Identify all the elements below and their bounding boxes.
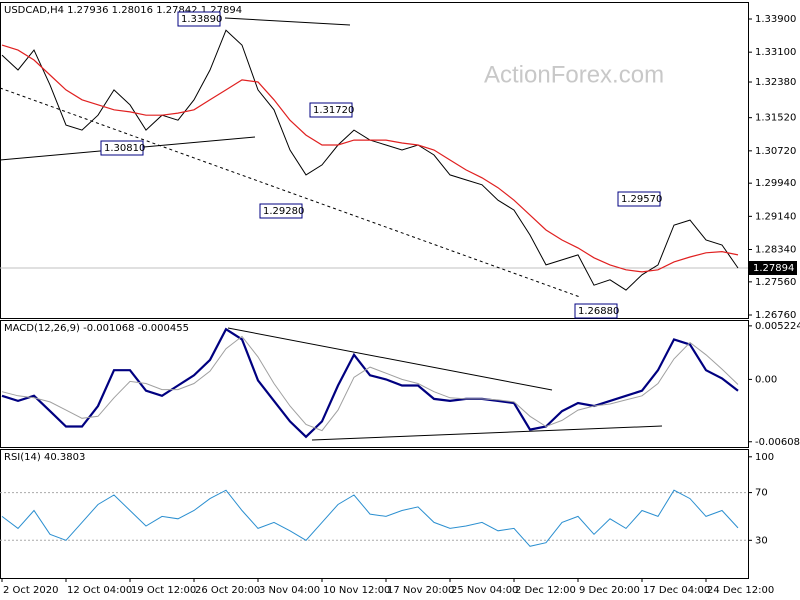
annotation: 1.29280 <box>263 206 304 217</box>
watermark: ActionForex.com <box>484 61 664 88</box>
annotation-box <box>177 11 221 27</box>
current-price-label: 1.27894 <box>753 263 794 274</box>
y-tick-label: -0.006088 <box>755 437 800 448</box>
x-tick-label: 25 Nov 04:00 <box>451 585 518 596</box>
y-tick-label: 1.31520 <box>755 113 796 124</box>
trend-line <box>224 17 351 26</box>
y-tick-label: 70 <box>755 488 768 499</box>
y-tick-label: 100 <box>755 452 774 463</box>
annotation-box <box>259 203 303 219</box>
annotation-box <box>574 303 618 319</box>
panel-title: RSI(14) 40.3803 <box>4 452 85 463</box>
x-tick-label: 12 Oct 04:00 <box>67 585 132 596</box>
panel-frame <box>0 449 749 579</box>
panel-frame <box>0 320 749 448</box>
x-tick-label: 2 Oct 2020 <box>3 585 58 596</box>
panel-title: USDCAD,H4 1.27936 1.28016 1.27842 1.2789… <box>4 5 242 16</box>
x-tick-label: 17 Dec 04:00 <box>643 585 710 596</box>
y-tick-label: 1.33900 <box>755 14 796 25</box>
series-line <box>1 489 739 547</box>
y-tick-label: 30 <box>755 535 768 546</box>
y-tick-label: 1.28340 <box>755 245 796 256</box>
y-tick-label: 1.32380 <box>755 77 796 88</box>
trend-line <box>311 425 663 441</box>
panel-frame <box>0 2 749 319</box>
x-tick-label: 17 Nov 20:00 <box>387 585 454 596</box>
series-line <box>1 335 739 432</box>
panel-title: MACD(12,26,9) -0.001068 -0.000455 <box>4 323 189 334</box>
y-tick-label: 1.27560 <box>755 277 796 288</box>
annotation: 1.30810 <box>104 143 145 154</box>
x-tick-label: 19 Oct 12:00 <box>131 585 196 596</box>
x-tick-label: 9 Dec 20:00 <box>579 585 640 596</box>
series-line <box>1 327 739 439</box>
y-tick-label: 1.29940 <box>755 178 796 189</box>
y-tick-label: 1.30720 <box>755 146 796 157</box>
annotation: 1.26880 <box>578 306 619 317</box>
annotation-box <box>617 191 661 207</box>
current-price-box <box>749 261 797 276</box>
x-tick-label: 26 Oct 20:00 <box>195 585 260 596</box>
x-tick-label: 2 Dec 12:00 <box>515 585 576 596</box>
y-tick-label: 1.26760 <box>755 310 796 321</box>
y-tick-label: 0.00 <box>755 374 777 385</box>
y-tick-label: 1.33100 <box>755 47 796 58</box>
annotation: 1.31720 <box>313 105 354 116</box>
trend-line <box>227 327 553 391</box>
trend-line <box>0 87 581 298</box>
annotation: 1.33890 <box>181 14 222 25</box>
x-tick-label: 24 Dec 12:00 <box>707 585 774 596</box>
x-tick-label: 3 Nov 04:00 <box>259 585 320 596</box>
y-tick-label: 0.005224 <box>755 321 800 332</box>
annotation-box <box>309 102 353 118</box>
annotation-box <box>100 140 144 156</box>
series-line <box>1 44 739 273</box>
x-tick-label: 10 Nov 12:00 <box>323 585 390 596</box>
annotation: 1.29570 <box>621 194 662 205</box>
y-tick-label: 1.29140 <box>755 211 796 222</box>
